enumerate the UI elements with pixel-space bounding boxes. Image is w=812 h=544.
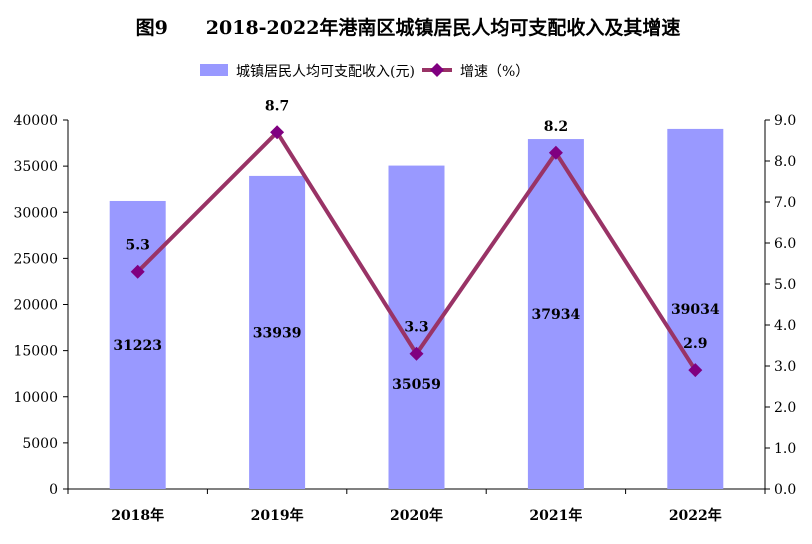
- line-marker: [409, 346, 424, 361]
- right-tick-label: 9.0: [774, 113, 796, 129]
- line-data-label: 8.2: [544, 119, 568, 135]
- bar-data-label: 33939: [253, 325, 302, 341]
- left-tick-label: 35000: [13, 159, 58, 175]
- right-tick-label: 7.0: [774, 195, 796, 211]
- bar: [667, 128, 724, 489]
- right-tick-label: 1.0: [774, 441, 796, 457]
- x-tick-label: 2022年: [669, 507, 722, 524]
- legend-line-label: 增速（%）: [460, 64, 529, 80]
- left-tick-label: 5000: [22, 436, 58, 452]
- bar-data-label: 37934: [532, 307, 581, 323]
- left-tick-label: 30000: [13, 205, 58, 221]
- right-tick-label: 3.0: [774, 359, 796, 375]
- line-data-label: 8.7: [265, 98, 289, 114]
- x-tick-label: 2018年: [111, 507, 164, 524]
- bar-data-label: 35059: [392, 377, 441, 393]
- right-tick-label: 8.0: [774, 154, 796, 170]
- line-data-label: 3.3: [404, 320, 428, 336]
- right-tick-label: 2.0: [774, 400, 796, 416]
- bar: [109, 200, 166, 489]
- right-tick-label: 6.0: [774, 236, 796, 252]
- left-tick-label: 10000: [13, 390, 58, 406]
- left-tick-label: 25000: [13, 251, 58, 267]
- line-data-label: 5.3: [126, 238, 150, 254]
- line-marker: [688, 363, 703, 378]
- left-tick-label: 20000: [13, 298, 58, 314]
- right-tick-label: 4.0: [774, 318, 796, 334]
- legend-bar-swatch: [200, 64, 228, 76]
- line-marker: [548, 145, 563, 160]
- legend-line-marker: [430, 63, 444, 77]
- bar-data-label: 31223: [113, 338, 162, 354]
- x-tick-label: 2019年: [251, 507, 304, 524]
- legend-bar-label: 城镇居民人均可支配收入(元): [236, 64, 415, 80]
- line-marker: [130, 264, 145, 279]
- bar-data-label: 39034: [671, 302, 720, 318]
- left-tick-label: 0: [49, 482, 58, 498]
- left-tick-label: 15000: [13, 344, 58, 360]
- legend: 城镇居民人均可支配收入(元) 增速（%）: [200, 63, 529, 80]
- x-tick-label: 2021年: [529, 507, 582, 524]
- left-tick-label: 40000: [13, 113, 58, 129]
- x-tick-label: 2020年: [390, 507, 443, 524]
- line-data-label: 2.9: [683, 336, 707, 352]
- chart-title: 图9 2018-2022年港南区城镇居民人均可支配收入及其增速: [136, 16, 681, 39]
- bar: [527, 139, 584, 490]
- line-marker: [270, 125, 285, 140]
- right-tick-label: 0.0: [774, 482, 796, 498]
- right-tick-label: 5.0: [774, 277, 796, 293]
- bar: [249, 175, 306, 489]
